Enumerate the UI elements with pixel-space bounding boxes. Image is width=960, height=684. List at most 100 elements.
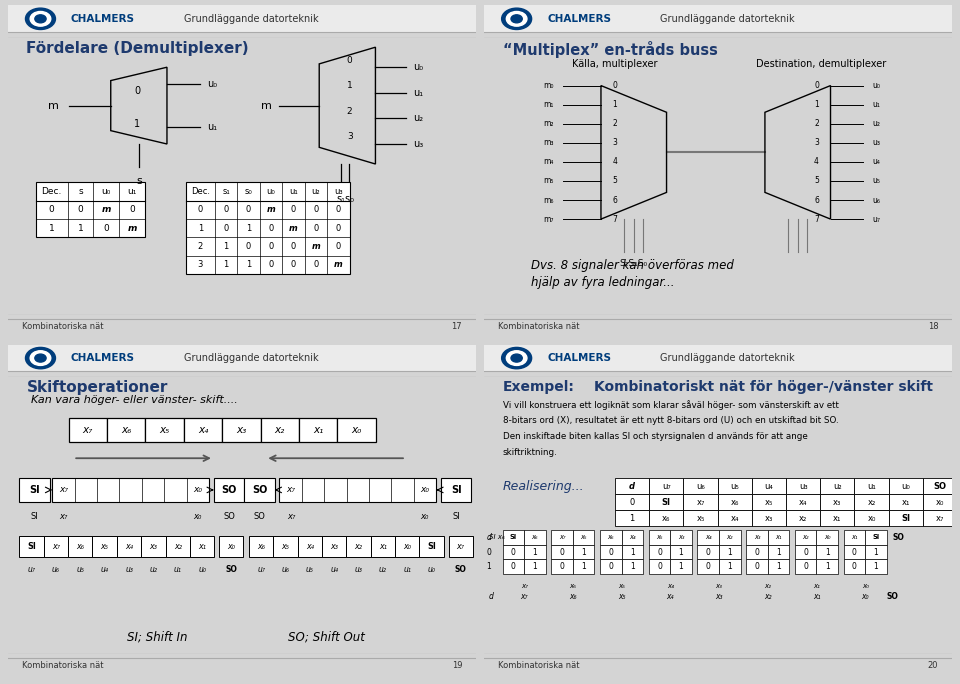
Text: Realisering...: Realisering... (503, 480, 585, 493)
Bar (820, 495, 854, 510)
Text: 3: 3 (612, 138, 617, 147)
Text: x₆: x₆ (121, 425, 132, 435)
Bar (865, 530, 887, 544)
Text: Kombinatoriska nät: Kombinatoriska nät (498, 322, 580, 331)
Text: u₅: u₅ (306, 566, 314, 575)
Text: x₆: x₆ (532, 534, 539, 540)
Bar (889, 495, 923, 510)
Bar (889, 478, 923, 495)
Text: 8-bitars ord (X), resultatet är ett nytt 8-bitars ord (U) och en utskiftad bit S: 8-bitars ord (X), resultatet är ett nytt… (503, 416, 838, 425)
Text: 0: 0 (612, 81, 617, 90)
Bar (298, 536, 322, 557)
Bar (223, 418, 261, 442)
Text: SI: SI (510, 534, 517, 540)
Circle shape (506, 351, 527, 365)
Text: u₀: u₀ (428, 566, 436, 575)
Bar (107, 418, 145, 442)
Text: 1: 1 (630, 547, 635, 557)
Text: 0: 0 (755, 562, 759, 571)
Text: 1: 1 (198, 224, 203, 233)
Bar (52, 478, 209, 502)
Bar (274, 536, 298, 557)
Bar (573, 544, 594, 560)
Bar (816, 560, 838, 574)
Text: m₀: m₀ (543, 81, 554, 90)
Text: 0: 0 (198, 205, 203, 214)
Text: 0: 0 (560, 562, 564, 571)
Text: m: m (261, 101, 273, 111)
Bar (145, 418, 183, 442)
Bar (8, 5, 476, 32)
Text: 1: 1 (533, 562, 538, 571)
Text: x₇: x₇ (60, 512, 68, 521)
Text: 1: 1 (679, 547, 684, 557)
Circle shape (502, 8, 532, 29)
Text: 1: 1 (814, 100, 819, 109)
Text: SI: SI (27, 542, 36, 551)
Text: 0: 0 (246, 242, 252, 251)
Text: u₅: u₅ (731, 482, 739, 490)
Bar (746, 544, 768, 560)
Text: x₀: x₀ (228, 542, 235, 551)
Bar (441, 478, 471, 502)
Bar (420, 536, 444, 557)
Text: x₄: x₄ (666, 592, 674, 601)
Text: SI: SI (901, 514, 910, 523)
Text: m: m (48, 101, 60, 111)
Bar (649, 495, 684, 510)
Bar (649, 560, 670, 574)
Bar (503, 530, 524, 544)
Text: SI: SI (452, 512, 460, 521)
Text: Exempel:: Exempel: (503, 380, 574, 394)
Bar (795, 544, 816, 560)
Text: 1: 1 (224, 261, 228, 269)
Bar (573, 530, 594, 544)
Text: x₀: x₀ (867, 514, 876, 523)
Text: m₄: m₄ (543, 157, 554, 166)
Bar (551, 560, 573, 574)
Text: 20: 20 (927, 661, 938, 670)
Text: u₃: u₃ (354, 566, 363, 575)
Text: S₂S₁S₀: S₂S₁S₀ (620, 259, 648, 268)
Text: 0: 0 (336, 205, 341, 214)
Text: x₅: x₅ (696, 514, 705, 523)
Text: x₅: x₅ (281, 542, 290, 551)
Text: 0: 0 (706, 562, 710, 571)
Text: 0: 0 (486, 547, 492, 557)
Text: 1: 1 (246, 261, 252, 269)
Text: 1: 1 (630, 514, 635, 523)
Bar (786, 478, 820, 495)
Text: 0: 0 (224, 224, 228, 233)
Text: 0: 0 (78, 205, 84, 214)
Bar (698, 544, 719, 560)
Bar (649, 510, 684, 526)
Text: u₄: u₄ (330, 566, 338, 575)
Text: 0: 0 (630, 498, 635, 507)
Text: x₁: x₁ (901, 498, 910, 507)
Text: u₀: u₀ (198, 566, 206, 575)
Text: 0: 0 (511, 562, 516, 571)
Text: u₅: u₅ (77, 566, 84, 575)
Text: 1: 1 (630, 562, 635, 571)
Text: x₇: x₇ (457, 542, 465, 551)
Bar (219, 536, 243, 557)
Text: 5: 5 (814, 176, 819, 185)
Text: 1: 1 (78, 224, 84, 233)
Text: CHALMERS: CHALMERS (71, 353, 135, 363)
Bar (718, 495, 752, 510)
Text: CHALMERS: CHALMERS (547, 14, 612, 24)
Text: 1: 1 (49, 224, 55, 233)
Text: 0: 0 (560, 547, 564, 557)
Text: u₃: u₃ (873, 138, 880, 147)
Text: x₅: x₅ (618, 592, 625, 601)
Text: m₃: m₃ (543, 138, 554, 147)
Bar (670, 530, 692, 544)
Text: 0: 0 (269, 242, 274, 251)
Text: x₂: x₂ (174, 542, 181, 551)
Text: u₁: u₁ (413, 88, 423, 98)
Bar (244, 478, 275, 502)
Text: u₂: u₂ (413, 114, 423, 123)
Bar (795, 560, 816, 574)
Text: x₀: x₀ (403, 542, 411, 551)
Text: x₄: x₄ (799, 498, 807, 507)
